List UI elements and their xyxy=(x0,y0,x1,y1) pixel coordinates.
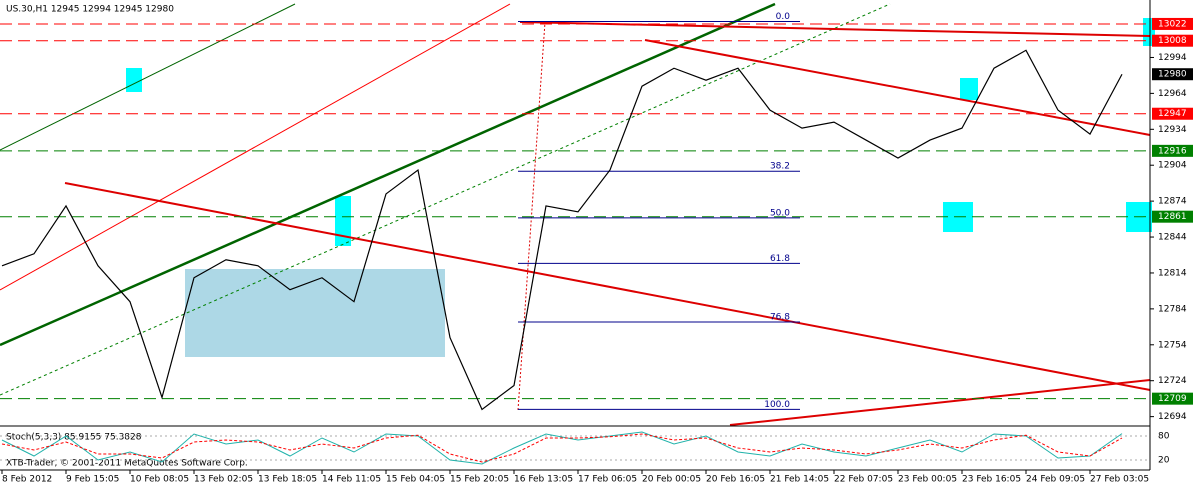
level-label: 12947 xyxy=(1158,109,1187,119)
y-tick-label: 12844 xyxy=(1158,233,1187,243)
y-tick-label: 12754 xyxy=(1158,340,1187,350)
marker xyxy=(126,68,142,92)
x-tick-label: 14 Feb 11:05 xyxy=(322,475,381,485)
fib-label: 38.2 xyxy=(770,162,790,172)
stoch-tick-label: 80 xyxy=(1158,432,1170,442)
marker xyxy=(335,196,351,246)
trend-line xyxy=(0,3,296,151)
trend-line xyxy=(0,2,776,347)
y-tick-label: 12994 xyxy=(1158,53,1187,63)
trend-line xyxy=(0,3,891,396)
fib-label: 100.0 xyxy=(764,400,790,410)
fib-base xyxy=(517,21,546,411)
fib-label: 76.8 xyxy=(770,313,790,323)
x-tick-label: 22 Feb 07:05 xyxy=(834,475,893,485)
level-label: 13008 xyxy=(1158,36,1187,46)
y-tick-label: 12904 xyxy=(1158,161,1187,171)
x-tick-label: 21 Feb 14:05 xyxy=(770,475,829,485)
y-tick-label: 12694 xyxy=(1158,412,1187,422)
y-tick-label: 12724 xyxy=(1158,376,1187,386)
marker xyxy=(960,78,978,100)
x-tick-label: 17 Feb 06:05 xyxy=(578,475,637,485)
stoch-line xyxy=(1,433,1123,463)
y-tick-label: 12934 xyxy=(1158,125,1187,135)
x-tick-label: 8 Feb 2012 xyxy=(2,475,52,485)
level-label: 12916 xyxy=(1158,146,1187,156)
range-box xyxy=(185,269,445,357)
trend-line xyxy=(729,379,1151,426)
x-tick-label: 9 Feb 15:05 xyxy=(66,475,119,485)
level-label: 12980 xyxy=(1158,70,1187,80)
price-line xyxy=(1,49,1123,411)
y-tick-label: 12814 xyxy=(1158,268,1187,278)
stoch-tick-label: 20 xyxy=(1158,456,1170,466)
y-tick-label: 12784 xyxy=(1158,304,1187,314)
level-box xyxy=(1152,17,1193,30)
level-box xyxy=(1152,68,1193,81)
level-box xyxy=(1152,107,1193,120)
x-tick-label: 20 Feb 16:05 xyxy=(706,475,765,485)
fib-label: 0.0 xyxy=(776,12,791,22)
x-tick-label: 24 Feb 09:05 xyxy=(1026,475,1085,485)
x-tick-label: 27 Feb 03:05 xyxy=(1090,475,1149,485)
level-label: 12861 xyxy=(1158,212,1187,222)
level-box xyxy=(1152,34,1193,47)
trend-line xyxy=(644,39,1151,136)
copyright: XTB-Trader, © 2001-2011 MetaQuotes Softw… xyxy=(6,459,248,469)
x-tick-label: 23 Feb 16:05 xyxy=(962,475,1021,485)
level-label: 12709 xyxy=(1158,394,1187,404)
x-tick-label: 16 Feb 13:05 xyxy=(514,475,573,485)
level-label: 13022 xyxy=(1158,19,1187,29)
x-tick-label: 23 Feb 00:05 xyxy=(898,475,957,485)
fib-label: 61.8 xyxy=(770,254,790,264)
x-tick-label: 13 Feb 18:05 xyxy=(258,475,317,485)
x-tick-label: 13 Feb 02:05 xyxy=(194,475,253,485)
x-tick-label: 10 Feb 08:05 xyxy=(130,475,189,485)
fib-label: 50.0 xyxy=(770,208,790,218)
stoch-line xyxy=(1,431,1123,465)
level-box xyxy=(1152,392,1193,405)
level-box xyxy=(1152,144,1193,157)
chart-title: US.30,H1 12945 12994 12945 12980 xyxy=(6,5,174,15)
y-tick-label: 12874 xyxy=(1158,197,1187,207)
stoch-label: Stoch(5,3,3) 85.9155 75.3828 xyxy=(6,433,142,443)
trend-line xyxy=(519,21,1151,37)
x-tick-label: 15 Feb 04:05 xyxy=(386,475,445,485)
y-tick-label: 12964 xyxy=(1158,89,1187,99)
level-box xyxy=(1152,210,1193,223)
trend-line xyxy=(64,182,1151,391)
x-tick-label: 20 Feb 00:05 xyxy=(642,475,701,485)
x-tick-label: 15 Feb 20:05 xyxy=(450,475,509,485)
